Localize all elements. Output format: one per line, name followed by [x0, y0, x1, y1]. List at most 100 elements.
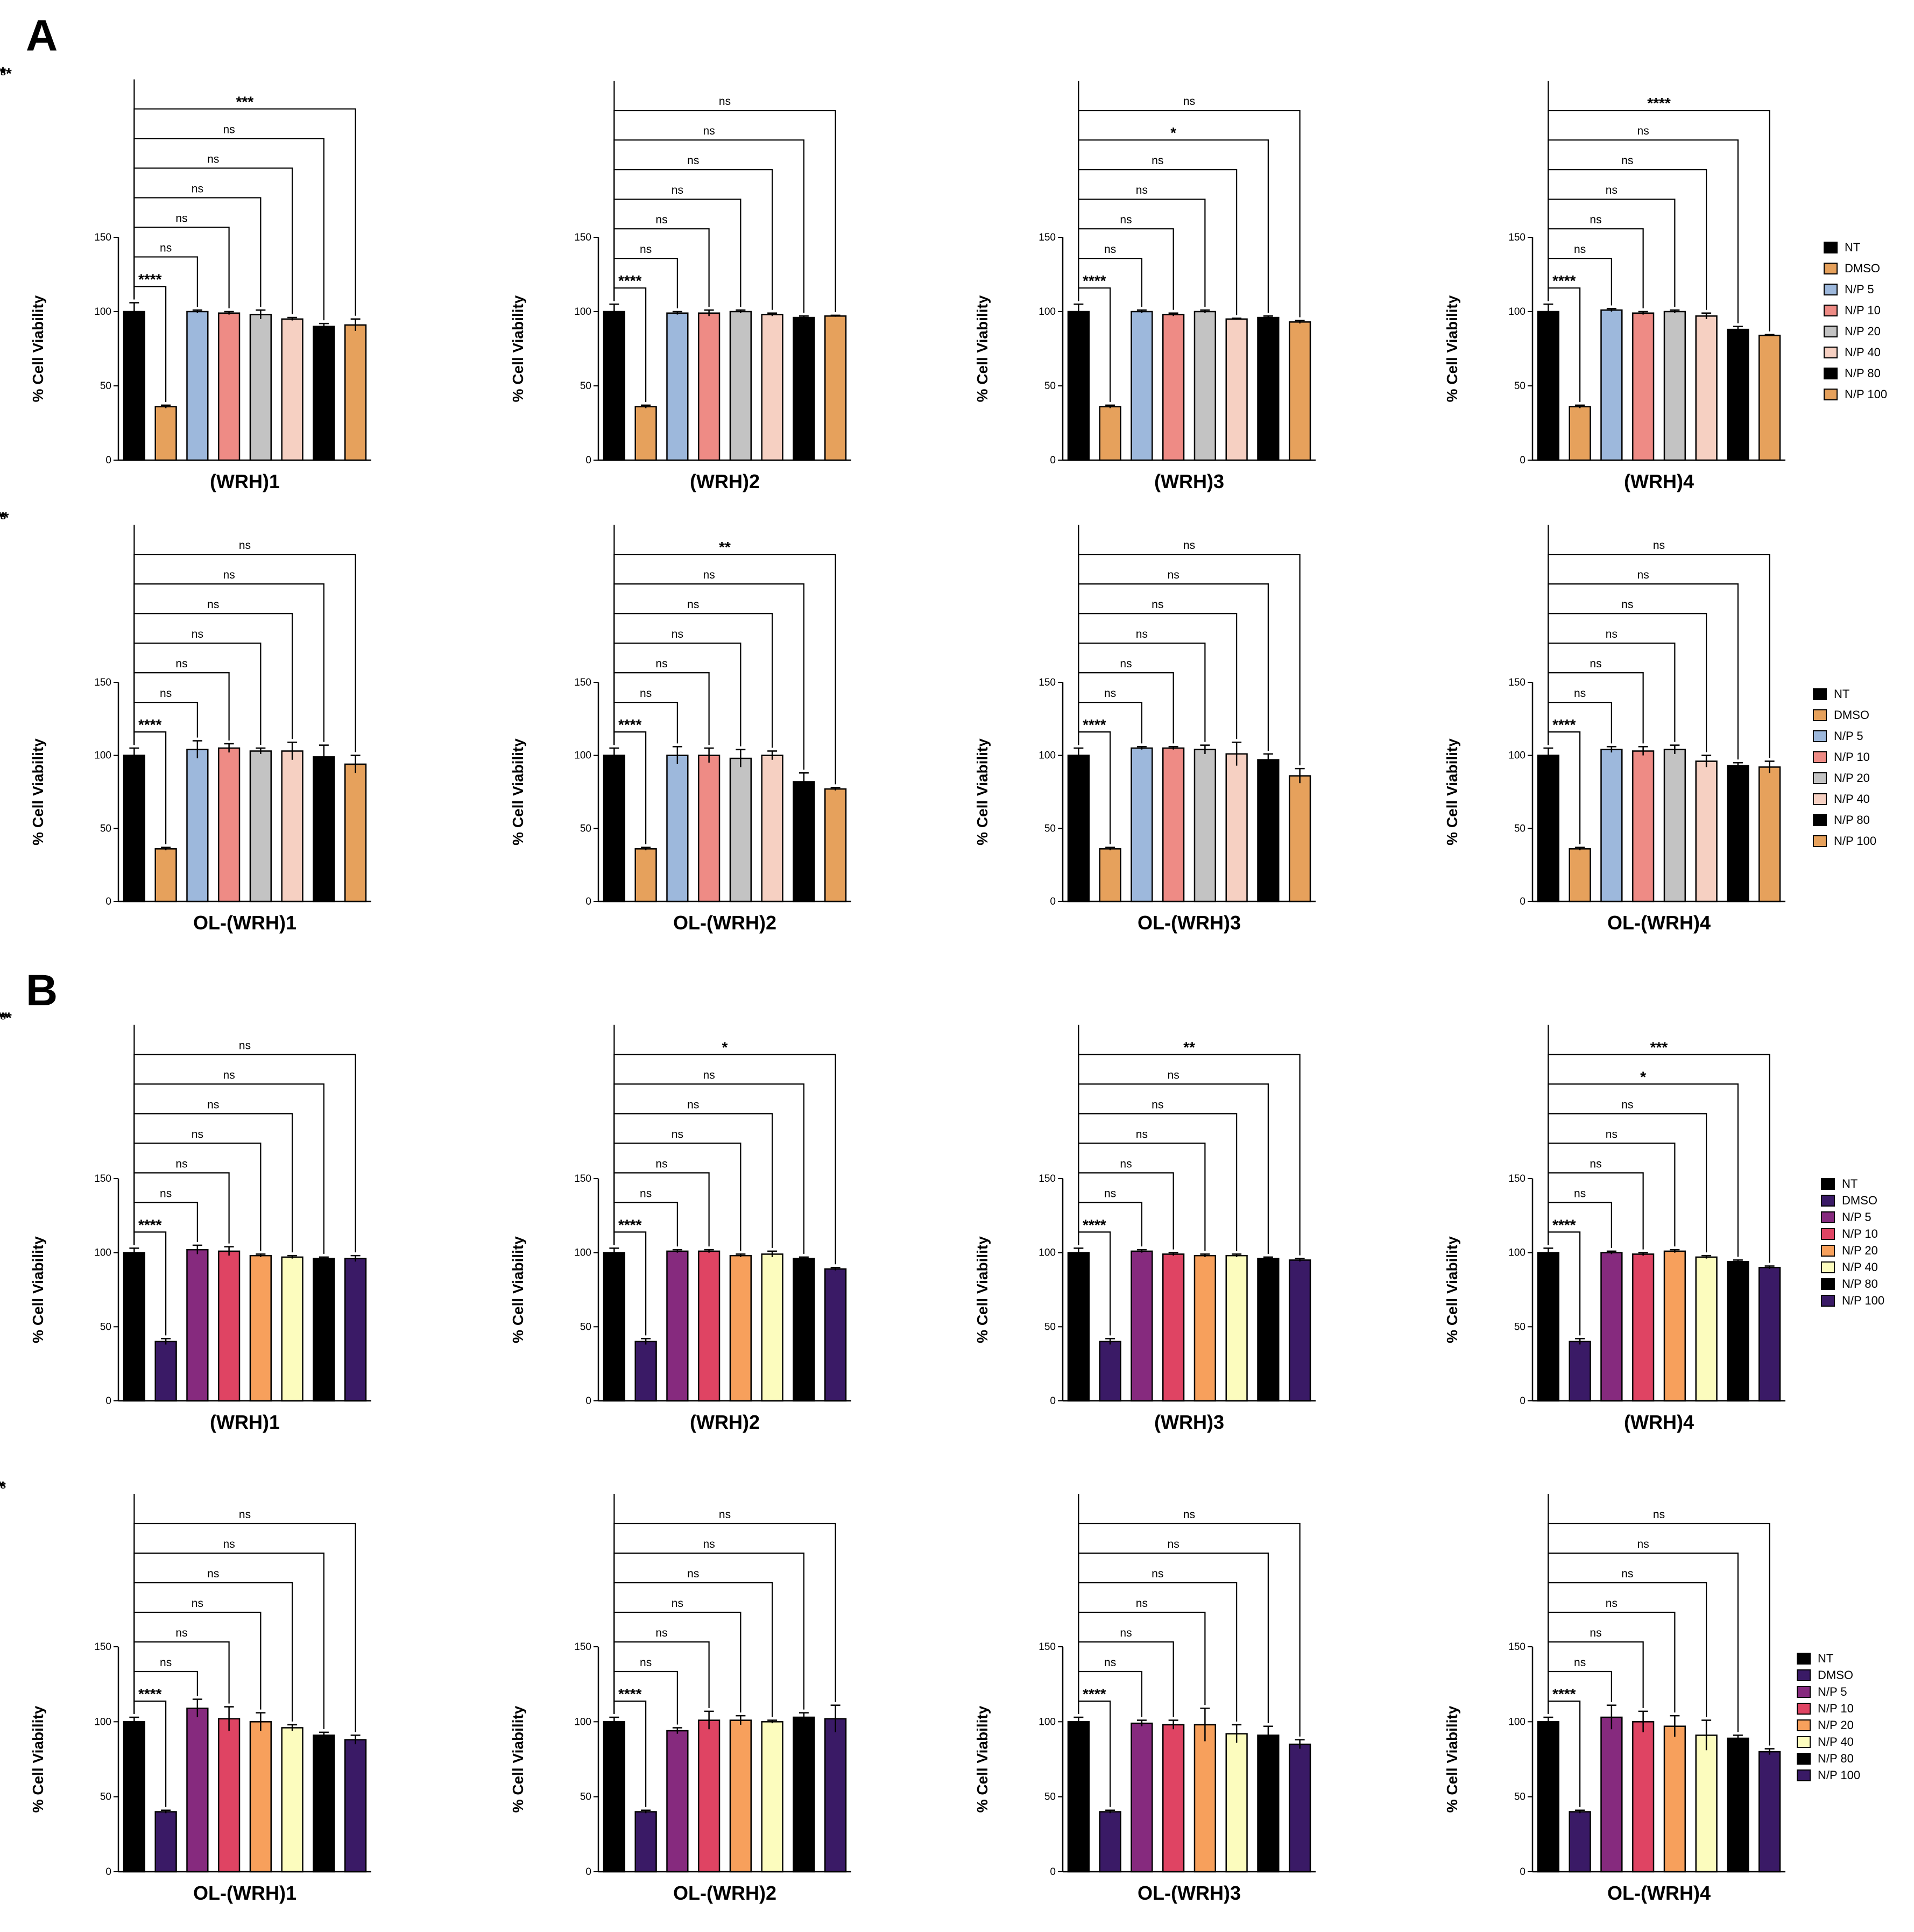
bar	[1569, 406, 1591, 461]
significance-label: ns	[1136, 628, 1148, 640]
significance-label: ns	[1574, 1656, 1586, 1669]
legend-label: N/P 40	[1834, 792, 1870, 806]
legend-swatch	[1824, 263, 1838, 274]
significance-label: ns	[672, 1597, 683, 1610]
bar	[761, 755, 783, 902]
significance-label: ns	[1590, 214, 1601, 226]
significance-label: ns	[687, 1098, 699, 1111]
y-tick-label: 100	[574, 1716, 591, 1727]
legend-swatch	[1824, 242, 1838, 253]
significance-label: ns	[0, 510, 6, 522]
bar	[281, 1256, 303, 1402]
significance-label: ns	[207, 153, 219, 165]
significance-label: ns	[1183, 95, 1195, 108]
y-tick-label: 100	[1508, 750, 1525, 761]
legend-swatch	[1824, 284, 1838, 295]
bar	[1099, 406, 1121, 461]
chart-title: (WRH)2	[690, 1411, 760, 1433]
y-tick-label: 100	[1508, 1716, 1525, 1727]
panel-label-b: B	[26, 966, 58, 1015]
legend-label: N/P 10	[1842, 1227, 1878, 1240]
significance-label: ns	[1183, 1508, 1195, 1521]
chart-16: 0 50 100 150 % Cell Viability OL-(WRH)4 **** ns…	[0, 1478, 1785, 1904]
y-tick-label: 0	[105, 455, 111, 466]
legend-swatch	[1824, 368, 1838, 379]
significance-label: ns	[1168, 1069, 1180, 1081]
bar	[729, 311, 752, 461]
significance-label: ****	[1552, 272, 1576, 289]
legend-swatch	[1797, 1753, 1811, 1765]
significance-label: ns	[160, 1656, 172, 1669]
significance-label: ****	[138, 271, 162, 287]
significance-label: ns	[1120, 214, 1132, 226]
y-axis-label: % Cell Viability	[30, 738, 46, 845]
y-tick-label: 0	[585, 1395, 591, 1407]
bar	[793, 781, 815, 902]
significance-label: **	[0, 1478, 6, 1495]
bar	[1663, 749, 1686, 902]
significance-label: ns	[687, 1568, 699, 1580]
legend-label: N/P 100	[1818, 1768, 1860, 1782]
y-tick-label: 50	[1044, 1321, 1056, 1332]
significance-label: **	[0, 65, 6, 82]
significance-label: ns	[1606, 1597, 1618, 1610]
y-tick-label: 100	[1039, 750, 1056, 761]
y-tick-label: 50	[1514, 1792, 1525, 1803]
significance-label: ns	[1621, 1568, 1633, 1580]
panel-label-a: A	[26, 11, 58, 60]
y-tick-label: 100	[1508, 1247, 1525, 1259]
bar	[1600, 1252, 1623, 1402]
chart-15: 0 50 100 150 % Cell Viability OL-(WRH)3 **** ns…	[0, 1478, 1316, 1904]
bar	[154, 848, 177, 902]
chart-14: 0 50 100 150 % Cell Viability OL-(WRH)2 **** ns…	[0, 1479, 851, 1904]
y-tick-label: 150	[1508, 1173, 1525, 1184]
legend-swatch	[1821, 1228, 1835, 1240]
bar	[1257, 759, 1280, 902]
legend-label: NT	[1842, 1177, 1858, 1190]
legend-label: N/P 5	[1818, 1685, 1847, 1698]
legend-label: N/P 80	[1842, 1277, 1878, 1291]
y-tick-label: 0	[105, 1866, 111, 1878]
y-tick-label: 100	[1039, 306, 1056, 318]
bar	[1632, 750, 1655, 902]
bar	[186, 1708, 209, 1873]
y-tick-label: 50	[580, 1321, 591, 1332]
significance-label: ns	[0, 1010, 6, 1022]
bar	[697, 755, 721, 902]
significance-label: ****	[618, 1216, 642, 1233]
legend-swatch	[1824, 347, 1838, 358]
significance-label: ****	[1083, 1686, 1106, 1702]
significance-label: ns	[1574, 243, 1586, 256]
significance-label: ns	[160, 687, 172, 700]
bar	[186, 1249, 209, 1402]
bar	[1727, 328, 1749, 461]
bar	[123, 1252, 146, 1402]
significance-label: ns	[175, 1627, 187, 1639]
bar	[1758, 766, 1781, 902]
y-tick-label: 0	[1050, 455, 1056, 466]
y-axis-label: % Cell Viability	[974, 738, 991, 845]
significance-label: ns	[1120, 1627, 1132, 1639]
significance-label: ***	[0, 509, 9, 526]
significance-label: ns	[672, 1128, 683, 1140]
significance-label: ns	[1183, 539, 1195, 552]
legend-swatch	[1813, 793, 1827, 805]
bar	[824, 788, 847, 902]
significance-label: *	[1170, 124, 1176, 141]
bar	[729, 757, 752, 902]
legend-swatch	[1797, 1686, 1811, 1698]
bar	[666, 1730, 689, 1873]
y-tick-label: 50	[100, 380, 111, 392]
legend-swatch	[1797, 1669, 1811, 1681]
significance-label: ns	[223, 569, 235, 581]
legend-label: N/P 5	[1842, 1210, 1871, 1224]
significance-label: ns	[223, 1538, 235, 1550]
y-tick-label: 50	[580, 380, 591, 392]
bar	[1067, 1721, 1090, 1873]
y-axis-label: % Cell Viability	[510, 295, 526, 402]
bar	[1288, 775, 1311, 902]
significance-label: ns	[1637, 125, 1649, 137]
y-tick-label: 150	[94, 1641, 111, 1653]
